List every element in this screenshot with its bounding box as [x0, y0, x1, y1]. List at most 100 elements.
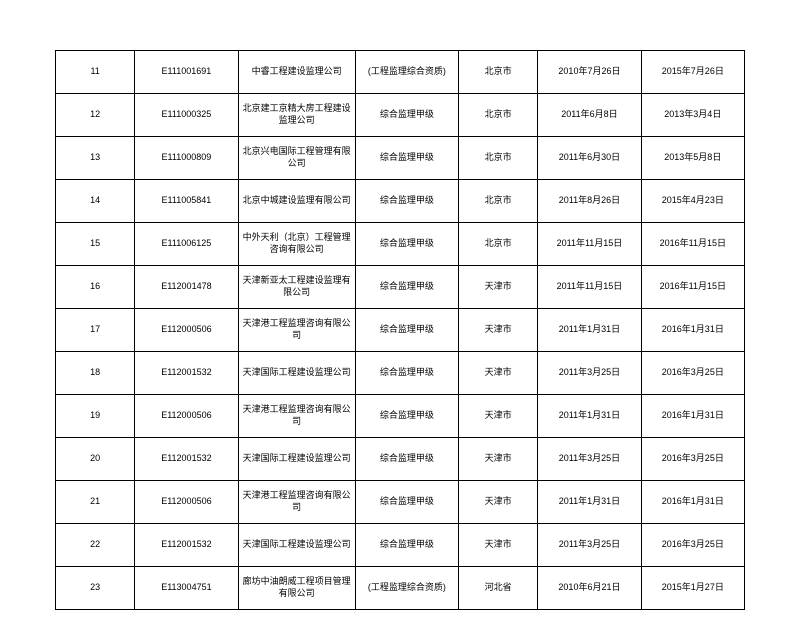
row-code: E113004751	[135, 567, 238, 610]
row-code: E112001478	[135, 266, 238, 309]
table-row: 23E113004751廊坊中油朗威工程项目管理有限公司(工程监理综合资质)河北…	[56, 567, 745, 610]
row-start: 2010年6月21日	[538, 567, 641, 610]
row-start: 2010年7月26日	[538, 51, 641, 94]
row-qual: 综合监理甲级	[355, 180, 458, 223]
row-no: 14	[56, 180, 135, 223]
row-region: 北京市	[459, 137, 538, 180]
table-row: 18E112001532天津国际工程建设监理公司综合监理甲级天津市2011年3月…	[56, 352, 745, 395]
row-region: 天津市	[459, 266, 538, 309]
row-end: 2015年7月26日	[641, 51, 744, 94]
row-start: 2011年3月25日	[538, 524, 641, 567]
table-row: 11E111001691中睿工程建设监理公司(工程监理综合资质)北京市2010年…	[56, 51, 745, 94]
row-no: 12	[56, 94, 135, 137]
table-row: 17E112000506天津港工程监理咨询有限公司综合监理甲级天津市2011年1…	[56, 309, 745, 352]
row-end: 2016年11月15日	[641, 266, 744, 309]
row-no: 22	[56, 524, 135, 567]
row-region: 北京市	[459, 180, 538, 223]
table-row: 13E111000809北京兴电国际工程管理有限公司综合监理甲级北京市2011年…	[56, 137, 745, 180]
row-company: 天津国际工程建设监理公司	[238, 524, 355, 567]
row-company: 廊坊中油朗威工程项目管理有限公司	[238, 567, 355, 610]
row-qual: (工程监理综合资质)	[355, 51, 458, 94]
table-row: 16E112001478天津新亚太工程建设监理有限公司综合监理甲级天津市2011…	[56, 266, 745, 309]
row-qual: 综合监理甲级	[355, 524, 458, 567]
row-region: 北京市	[459, 51, 538, 94]
row-end: 2016年3月25日	[641, 524, 744, 567]
row-code: E112001532	[135, 352, 238, 395]
row-qual: (工程监理综合资质)	[355, 567, 458, 610]
row-company: 北京兴电国际工程管理有限公司	[238, 137, 355, 180]
table-row: 20E112001532天津国际工程建设监理公司综合监理甲级天津市2011年3月…	[56, 438, 745, 481]
row-qual: 综合监理甲级	[355, 352, 458, 395]
row-code: E112001532	[135, 524, 238, 567]
row-company: 天津国际工程建设监理公司	[238, 438, 355, 481]
row-code: E112000506	[135, 481, 238, 524]
row-region: 天津市	[459, 481, 538, 524]
row-company: 中外天利（北京）工程管理咨询有限公司	[238, 223, 355, 266]
row-no: 17	[56, 309, 135, 352]
row-start: 2011年11月15日	[538, 223, 641, 266]
row-qual: 综合监理甲级	[355, 438, 458, 481]
row-company: 北京中城建设监理有限公司	[238, 180, 355, 223]
row-start: 2011年1月31日	[538, 309, 641, 352]
row-code: E112000506	[135, 309, 238, 352]
row-code: E112001532	[135, 438, 238, 481]
row-qual: 综合监理甲级	[355, 481, 458, 524]
row-no: 16	[56, 266, 135, 309]
row-code: E111000325	[135, 94, 238, 137]
row-start: 2011年3月25日	[538, 438, 641, 481]
table-row: 14E111005841北京中城建设监理有限公司综合监理甲级北京市2011年8月…	[56, 180, 745, 223]
row-start: 2011年1月31日	[538, 481, 641, 524]
row-code: E111000809	[135, 137, 238, 180]
row-start: 2011年8月26日	[538, 180, 641, 223]
row-code: E111006125	[135, 223, 238, 266]
row-qual: 综合监理甲级	[355, 395, 458, 438]
row-qual: 综合监理甲级	[355, 137, 458, 180]
row-company: 天津港工程监理咨询有限公司	[238, 481, 355, 524]
row-end: 2016年1月31日	[641, 395, 744, 438]
row-end: 2015年4月23日	[641, 180, 744, 223]
row-start: 2011年6月8日	[538, 94, 641, 137]
row-no: 20	[56, 438, 135, 481]
row-no: 15	[56, 223, 135, 266]
row-start: 2011年3月25日	[538, 352, 641, 395]
row-region: 天津市	[459, 524, 538, 567]
row-region: 天津市	[459, 438, 538, 481]
row-end: 2016年1月31日	[641, 481, 744, 524]
table-row: 19E112000506天津港工程监理咨询有限公司综合监理甲级天津市2011年1…	[56, 395, 745, 438]
row-company: 中睿工程建设监理公司	[238, 51, 355, 94]
row-region: 天津市	[459, 395, 538, 438]
row-company: 天津港工程监理咨询有限公司	[238, 309, 355, 352]
table-row: 22E112001532天津国际工程建设监理公司综合监理甲级天津市2011年3月…	[56, 524, 745, 567]
row-region: 天津市	[459, 309, 538, 352]
row-code: E111005841	[135, 180, 238, 223]
table-container: 11E111001691中睿工程建设监理公司(工程监理综合资质)北京市2010年…	[0, 0, 800, 640]
row-end: 2016年3月25日	[641, 352, 744, 395]
row-no: 11	[56, 51, 135, 94]
row-region: 河北省	[459, 567, 538, 610]
row-region: 北京市	[459, 223, 538, 266]
row-no: 19	[56, 395, 135, 438]
row-start: 2011年6月30日	[538, 137, 641, 180]
row-start: 2011年11月15日	[538, 266, 641, 309]
row-code: E111001691	[135, 51, 238, 94]
row-qual: 综合监理甲级	[355, 94, 458, 137]
table-body: 11E111001691中睿工程建设监理公司(工程监理综合资质)北京市2010年…	[56, 51, 745, 610]
row-end: 2016年11月15日	[641, 223, 744, 266]
row-no: 23	[56, 567, 135, 610]
row-company: 天津港工程监理咨询有限公司	[238, 395, 355, 438]
row-region: 天津市	[459, 352, 538, 395]
row-end: 2015年1月27日	[641, 567, 744, 610]
row-qual: 综合监理甲级	[355, 223, 458, 266]
row-company: 天津新亚太工程建设监理有限公司	[238, 266, 355, 309]
row-company: 天津国际工程建设监理公司	[238, 352, 355, 395]
table-row: 15E111006125中外天利（北京）工程管理咨询有限公司综合监理甲级北京市2…	[56, 223, 745, 266]
row-end: 2013年3月4日	[641, 94, 744, 137]
table-row: 21E112000506天津港工程监理咨询有限公司综合监理甲级天津市2011年1…	[56, 481, 745, 524]
row-no: 21	[56, 481, 135, 524]
row-region: 北京市	[459, 94, 538, 137]
row-qual: 综合监理甲级	[355, 309, 458, 352]
row-end: 2013年5月8日	[641, 137, 744, 180]
row-end: 2016年3月25日	[641, 438, 744, 481]
row-end: 2016年1月31日	[641, 309, 744, 352]
row-start: 2011年1月31日	[538, 395, 641, 438]
